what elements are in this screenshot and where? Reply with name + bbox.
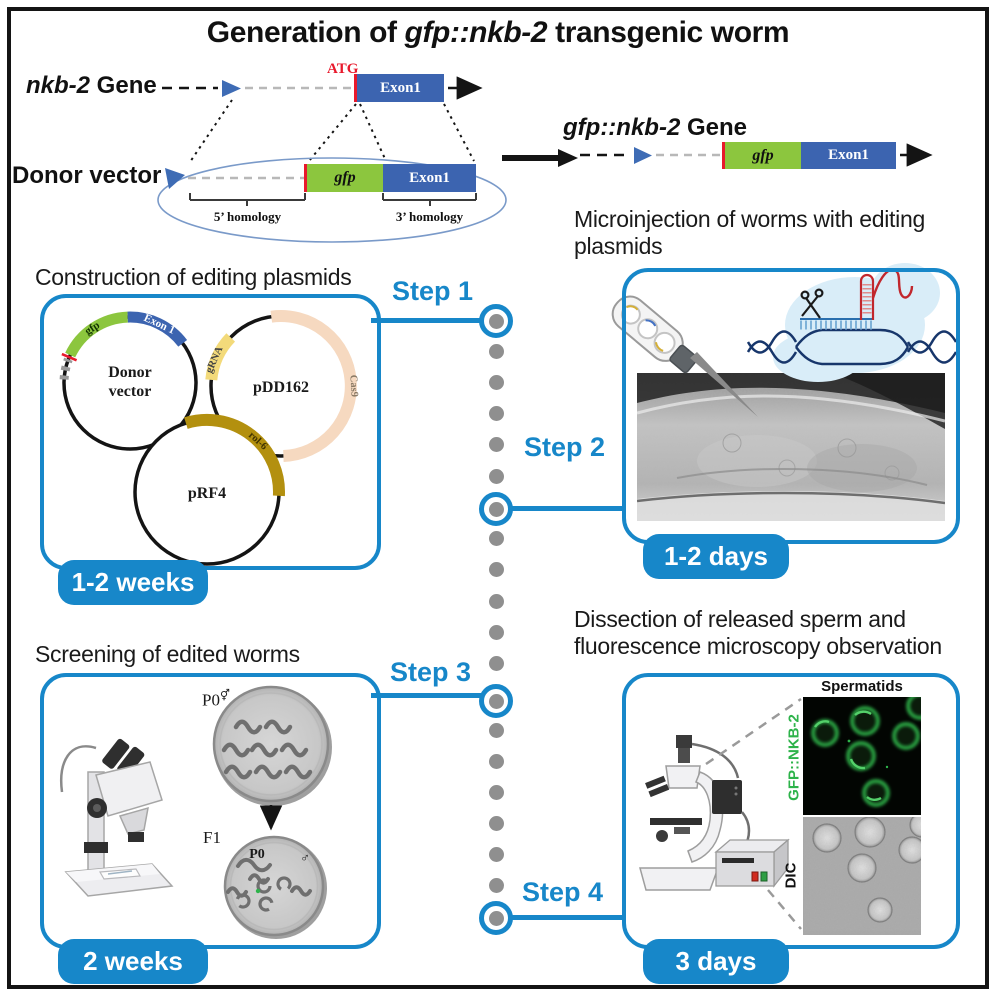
timeline-dot [489,656,504,671]
worm-microinjection-micrograph [637,373,945,521]
step4-panel [622,673,960,949]
promoter-arrow-icon [634,147,652,164]
promoter-arrow-icon [165,168,185,189]
p0-plate-label: P0⚥ [202,689,230,711]
timeline-dot [489,754,504,769]
step1-heading: Construction of editing plasmids [35,264,352,290]
timeline-dot [489,847,504,862]
edited-gene-word: Gene [680,114,748,141]
exon1-box: Exon1 [801,142,896,169]
timeline-dot [489,723,504,738]
step4-heading: Dissection of released sperm and fluores… [574,606,942,659]
nkb2-gene-label: nkb-2 Gene [26,72,157,100]
step2-label: Step 2 [524,432,606,462]
timeline-node-step1 [479,304,513,338]
promoter-arrow-icon [222,80,241,97]
title-prefix: Generation of [206,16,405,49]
gfp-box: gfp [725,142,801,169]
nkb2-gene-word: Gene [90,72,157,99]
atg-position-marker [304,164,307,192]
three-prime-homology-label: 3’ homology [395,209,464,224]
timeline-dot [489,344,504,359]
timeline-dot [489,816,504,831]
five-prime-homology-label: 5’ homology [213,209,282,224]
timeline-dot [489,625,504,640]
step2-duration-badge: 1-2 days [643,534,789,579]
timeline-node-step4 [479,901,513,935]
figure-title: Generation of gfp::nkb-2 transgenic worm [48,16,948,50]
title-gene-name: gfp::nkb-2 [404,16,548,49]
step3-panel [40,673,381,949]
step3-duration-badge: 2 weeks [58,939,208,984]
step2-panel [622,268,960,544]
dic-micrograph [803,817,921,935]
spermatids-label: Spermatids [821,678,903,695]
donor-vector-label: Donor vector [12,162,162,189]
timeline-dot [489,469,504,484]
timeline-dot [489,594,504,609]
exon1-box: Exon1 [357,74,444,102]
step3-heading: Screening of edited worms [35,641,300,667]
timeline-dot [489,437,504,452]
step4-label: Step 4 [522,877,604,907]
prf4-plasmid-name: pRF4 [187,485,227,502]
timeline-dot [489,785,504,800]
f1-generation-label: F1 [203,828,221,847]
exon1-box: Exon1 [383,164,476,192]
gfp-channel-label: GFP::NKB-2 [785,714,803,801]
step1-connector-line [371,318,484,323]
timeline-dot [489,562,504,577]
nkb2-gene-name: nkb-2 [26,72,91,99]
atg-position-marker [722,142,725,169]
timeline-dot [489,406,504,421]
gfp-fluorescence-micrograph [803,697,921,815]
dic-channel-label: DIC [782,862,800,889]
timeline-dot [489,531,504,546]
timeline-dot [489,878,504,893]
p0-text: P0 [202,690,220,710]
gfp-box: gfp [307,164,383,192]
step1-label: Step 1 [392,276,474,306]
step2-heading: Microinjection of worms with editing pla… [574,206,925,259]
donor-vector-plasmid-name: Donor vector [108,364,152,401]
pdd162-plasmid-name: pDD162 [252,379,309,396]
timeline-dot [489,375,504,390]
edited-gene-name: gfp::nkb-2 [563,114,681,141]
step2-connector-line [510,506,624,511]
homology-mapping-dotted-lines [189,99,475,163]
edited-gene-label: gfp::nkb-2 Gene [563,114,747,142]
step1-duration-badge: 1-2 weeks [58,560,208,605]
result-arrow-icon [502,149,578,167]
atg-start-codon-label: ATG [327,61,359,77]
title-suffix: transgenic worm [547,16,790,49]
step3-connector-line [371,693,484,698]
timeline-node-step2 [479,492,513,526]
timeline-node-step3 [479,684,513,718]
step4-duration-badge: 3 days [643,939,789,984]
atg-position-marker [354,74,357,102]
hermaphrodite-symbol: ⚥ [219,690,230,702]
step1-panel [40,294,381,570]
step3-label: Step 3 [390,657,472,687]
step4-connector-line [510,915,624,920]
